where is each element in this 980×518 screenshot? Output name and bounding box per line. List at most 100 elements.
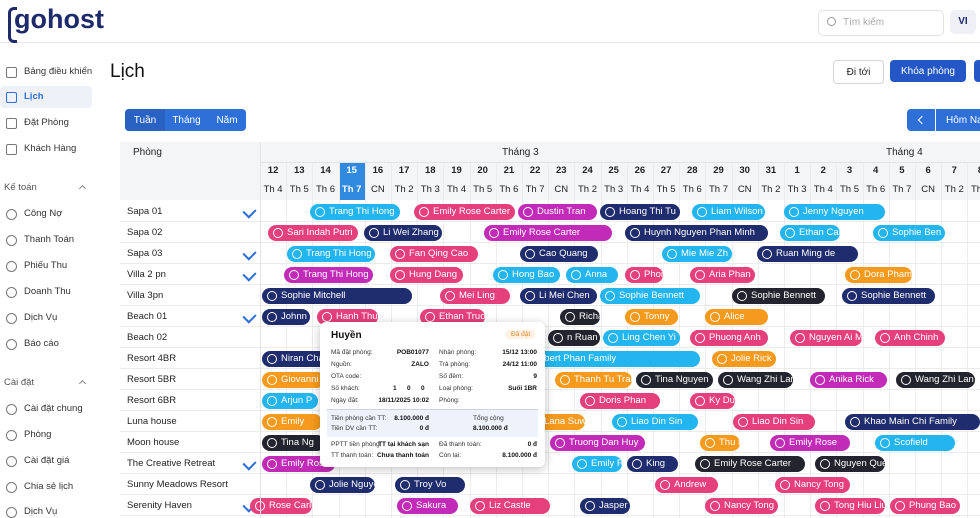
booking[interactable]: Ruan Ming de	[757, 245, 858, 262]
nav-item[interactable]: Cài đặt chung	[24, 403, 83, 414]
booking[interactable]: Jolie Nguye	[310, 476, 375, 493]
nav-item[interactable]: Doanh Thu	[24, 286, 71, 297]
today-button[interactable]: Hôm Nay	[936, 109, 980, 131]
booking[interactable]: Aria Phan	[690, 266, 755, 283]
booking[interactable]: Phung Bao	[890, 497, 960, 514]
booking[interactable]: Ky Duy	[690, 392, 735, 409]
booking[interactable]: Mei Ling	[440, 287, 510, 304]
booking[interactable]: Jasper	[580, 497, 630, 514]
booking[interactable]: Liz Castle	[470, 497, 550, 514]
booking[interactable]: Fan Qing Cao	[390, 245, 478, 262]
booking[interactable]: Johnn	[262, 308, 310, 325]
booking[interactable]: Wang Zhi Lan	[896, 371, 975, 388]
booking[interactable]: Arjun P	[262, 392, 318, 409]
booking[interactable]: Tonny	[625, 308, 678, 325]
booking[interactable]: Scofield	[875, 434, 955, 451]
booking[interactable]: Mie Mie Zh	[662, 245, 732, 262]
nav-item[interactable]: Dịch Vụ	[24, 312, 58, 323]
booking[interactable]: Li Mei Chen	[520, 287, 597, 304]
booking[interactable]: obert Phan Family	[520, 350, 700, 367]
nav-item[interactable]: Lịch	[24, 91, 44, 102]
booking[interactable]: Emily	[262, 413, 322, 430]
booking[interactable]: Trang Thi Hong	[287, 245, 375, 262]
booking[interactable]: Truong Dan Huy	[550, 434, 645, 451]
booking[interactable]: Thu Ho	[700, 434, 740, 451]
booking[interactable]: Ethan Truon	[420, 308, 485, 325]
booking[interactable]: Andrew	[655, 476, 718, 493]
booking[interactable]: Anna	[566, 266, 618, 283]
booking[interactable]: King	[627, 455, 678, 472]
section-toggle[interactable]	[78, 184, 87, 193]
booking[interactable]: Tina Ng	[262, 434, 325, 451]
booking[interactable]: Thanh Tu Tran	[555, 371, 632, 388]
nav-item[interactable]: Phòng	[24, 429, 52, 440]
booking[interactable]: Nancy Tong	[775, 476, 850, 493]
view-tab[interactable]: Tháng	[172, 114, 201, 126]
booking[interactable]: Niran Cha	[262, 350, 330, 367]
view-tab[interactable]: Năm	[216, 114, 238, 126]
nav-item[interactable]: Phiếu Thu	[24, 260, 68, 271]
booking[interactable]: Huynh Nguyen Phan Minh	[625, 224, 768, 241]
booking[interactable]: Anh Chinh	[875, 329, 945, 346]
booking[interactable]: Tina Nguyen	[636, 371, 713, 388]
action-button-edge[interactable]	[974, 60, 980, 82]
nav-item[interactable]: Đặt Phòng	[24, 117, 69, 128]
booking[interactable]: Cao Quang	[520, 245, 598, 262]
booking[interactable]: Anika Rick	[810, 371, 887, 388]
booking[interactable]: Sophie Bennett	[732, 287, 825, 304]
view-tab[interactable]: Tuần	[125, 109, 165, 131]
nav-item[interactable]: Chia sẻ lịch	[24, 481, 74, 492]
booking[interactable]: Liam Wilson	[692, 203, 765, 220]
nav-item[interactable]: Cài đặt giá	[24, 455, 70, 466]
avatar[interactable]: VI	[950, 10, 976, 34]
section-toggle[interactable]	[78, 379, 87, 388]
booking[interactable]: Liao Din Sin	[612, 413, 698, 430]
nav-item[interactable]: Khách Hàng	[24, 143, 77, 154]
booking[interactable]: Dora Pham	[845, 266, 912, 283]
booking[interactable]: Phon	[625, 266, 663, 283]
action-button[interactable]: Đi tới	[833, 60, 884, 84]
nav-item[interactable]: Công Nợ	[24, 208, 63, 219]
booking[interactable]: Tong Hiu Liu	[815, 497, 885, 514]
booking[interactable]: n Ruan	[548, 329, 600, 346]
nav-item[interactable]: Bảng điều khiển	[24, 66, 93, 77]
booking[interactable]: Wang Zhi Lan	[718, 371, 793, 388]
booking[interactable]: Phuong Anh	[690, 329, 768, 346]
booking[interactable]: Sophie Bennett	[842, 287, 935, 304]
booking[interactable]: Troy Vo	[395, 476, 465, 493]
booking[interactable]: Dustin Tran	[518, 203, 597, 220]
booking[interactable]: Emily Rose Carter	[414, 203, 515, 220]
booking[interactable]: Jenny Nguyen	[784, 203, 885, 220]
booking[interactable]: Khao Main Chi Family	[845, 413, 980, 430]
booking[interactable]: Ethan Cart	[780, 224, 840, 241]
booking[interactable]: Hong Bao	[493, 266, 560, 283]
booking[interactable]: Nguyen Ai Mi	[790, 329, 862, 346]
booking[interactable]: Nancy Tong	[705, 497, 778, 514]
prev-button[interactable]	[907, 109, 935, 131]
booking[interactable]: Emily Rose Carter	[695, 455, 805, 472]
booking[interactable]: Nguyen Que	[815, 455, 885, 472]
booking[interactable]: Emily Rose	[262, 455, 335, 472]
booking[interactable]: Trang Thi Hong	[284, 266, 373, 283]
booking[interactable]: Li Wei Zhang	[364, 224, 442, 241]
booking[interactable]: Sophie Bennett	[600, 287, 700, 304]
booking[interactable]: Emily Rose	[770, 434, 850, 451]
booking[interactable]: Richard	[560, 308, 600, 325]
booking[interactable]: Emily Ro	[572, 455, 622, 472]
booking[interactable]: Hung Dang	[390, 266, 463, 283]
search-box[interactable]: Tìm kiếm	[818, 10, 944, 36]
nav-item[interactable]: Dịch Vụ	[24, 506, 58, 517]
booking[interactable]: Sophie Ben	[873, 224, 945, 241]
booking[interactable]: Hoang Thi Tu	[600, 203, 680, 220]
booking[interactable]: Alice	[705, 308, 768, 325]
booking[interactable]: Giovanni	[262, 371, 325, 388]
booking[interactable]: Liao Din Sin	[733, 413, 815, 430]
booking[interactable]: Doris Phan	[580, 392, 660, 409]
booking[interactable]: Jolie Rick	[712, 350, 776, 367]
action-button[interactable]: Khóa phòng	[890, 60, 966, 82]
booking[interactable]: Sari Indah Putri	[268, 224, 358, 241]
nav-item[interactable]: Thanh Toán	[24, 234, 75, 245]
booking[interactable]: Trang Thi Hong	[310, 203, 400, 220]
booking[interactable]: Emily Rose Carter	[484, 224, 612, 241]
nav-item[interactable]: Báo cáo	[24, 338, 59, 349]
